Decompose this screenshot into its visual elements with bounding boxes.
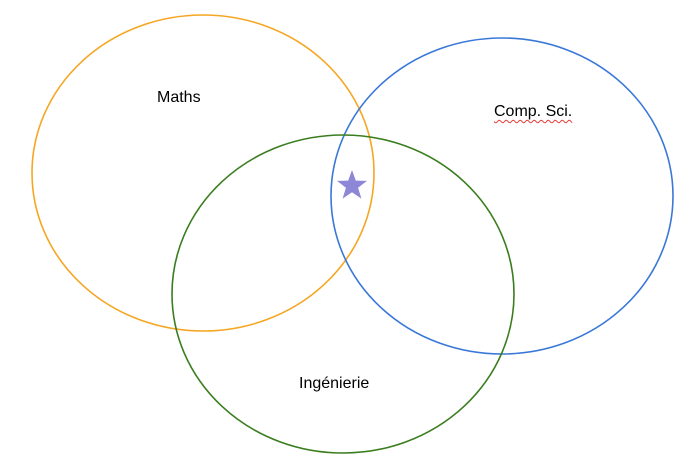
ingenierie-circle — [171, 134, 515, 454]
comp-sci-circle — [330, 37, 674, 355]
maths-label: Maths — [157, 89, 201, 106]
ingenierie-label: Ingénierie — [299, 375, 370, 392]
star-icon — [337, 170, 367, 199]
maths-circle — [31, 14, 375, 332]
comp-sci-label: Comp. Sci. — [494, 103, 573, 120]
